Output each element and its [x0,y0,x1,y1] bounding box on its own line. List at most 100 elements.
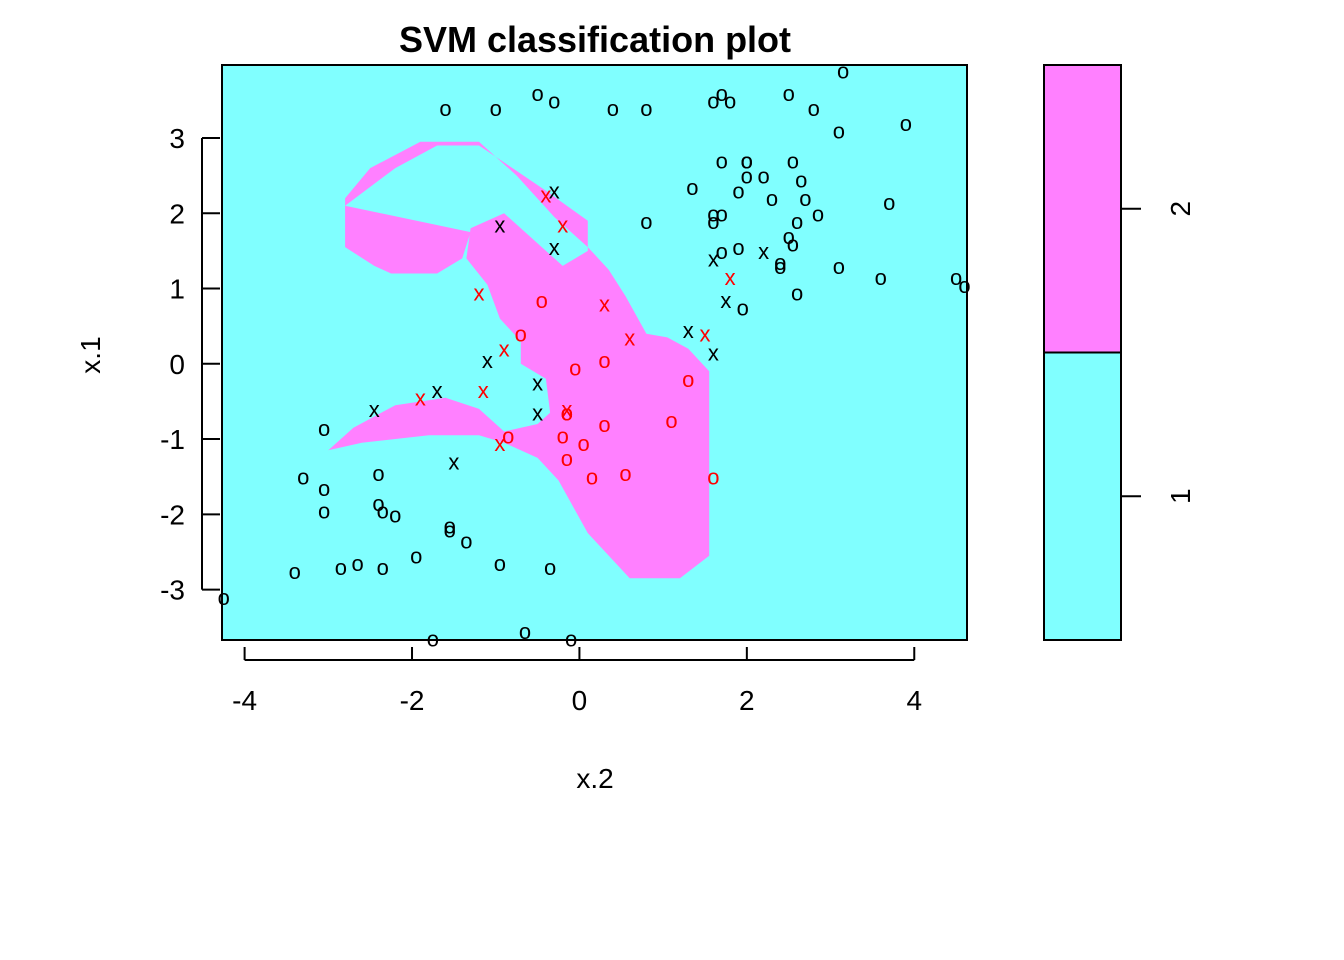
support-vector-class-2: x [474,280,485,305]
data-point-class-1: o [372,461,384,486]
support-vector-class-2: x [624,325,635,350]
legend-frame [1043,64,1122,641]
data-point-class-2: o [536,288,548,313]
support-vector-class-1: x [683,318,694,343]
data-point-class-1: o [686,175,698,200]
data-point-class-1: o [297,465,309,490]
plot-frame [221,64,968,641]
y-tick-label: -2 [160,499,185,530]
data-point-class-1: o [716,239,728,264]
support-vector-class-2: x [415,386,426,411]
x-axis-label: x.2 [576,763,613,794]
data-point-class-1: o [812,201,824,226]
legend-swatch-class-2 [1044,65,1121,353]
y-axis: -3 -2 -1 0 1 2 3 [160,123,220,606]
data-point-class-1: o [766,186,778,211]
legend-class-label: 2 [1165,201,1196,217]
data-point-class-1: o [548,88,560,113]
support-vector-class-2: x [557,213,568,238]
x-axis: -4 -2 0 2 4 [232,647,922,716]
data-point-class-2: o [598,412,610,437]
data-point-class-1: o [707,88,719,113]
x-tick-label: -4 [232,685,257,716]
data-point-class-1: o [737,295,749,320]
data-point-class-1: o [791,280,803,305]
y-axis-label: x.1 [75,336,106,373]
data-point-class-1: o [707,209,719,234]
data-point-class-1: o [410,544,422,569]
y-tick-label: 1 [169,274,185,305]
data-point-class-1: o [218,585,230,610]
support-vector-class-2: x [599,292,610,317]
support-vector-class-2: x [700,322,711,347]
data-point-class-1: o [289,559,301,584]
data-point-class-1: o [741,164,753,189]
support-vector-class-2: x [494,431,505,456]
data-point-class-1: o [791,209,803,234]
data-point-class-1: o [958,273,970,298]
data-point-class-1: o [741,149,753,174]
data-point-class-1: o [444,517,456,542]
data-point-class-1: o [732,235,744,260]
data-point-class-1: o [741,149,753,174]
data-point-class-1: o [531,81,543,106]
x-tick-label: 4 [906,685,922,716]
legend-class-label: 1 [1165,488,1196,504]
data-point-class-2: o [682,367,694,392]
support-vector-class-1: x [549,235,560,260]
data-point-class-1: o [318,476,330,501]
data-point-class-2: o [569,356,581,381]
data-point-class-1: o [799,186,811,211]
support-vector-class-2: x [499,337,510,362]
data-point-class-2: o [598,348,610,373]
data-point-class-1: o [707,201,719,226]
data-point-class-1: o [724,88,736,113]
support-vector-class-1: x [758,239,769,264]
data-point-class-1: o [883,190,895,215]
data-point-class-1: o [460,529,472,554]
data-point-class-1: o [351,551,363,576]
support-vector-class-1: x [532,401,543,426]
data-point-class-1: o [837,58,849,83]
x-tick-label: -2 [400,685,425,716]
support-vector-class-1: x [494,213,505,238]
data-point-class-1: o [377,499,389,524]
support-vector-class-1: x [532,371,543,396]
data-point-class-1: o [640,209,652,234]
data-point-class-1: o [795,167,807,192]
class-legend: 12 [1043,64,1196,641]
data-point-class-1: o [716,81,728,106]
data-point-class-2: o [665,408,677,433]
data-point-class-2: o [707,465,719,490]
data-point-class-1: o [490,96,502,121]
data-point-class-1: o [377,555,389,580]
y-tick-label: 0 [169,349,185,380]
data-point-class-1: o [444,514,456,539]
support-vector-class-2: x [725,265,736,290]
data-point-class-1: o [318,499,330,524]
support-vector-class-1: x [549,179,560,204]
support-vector-class-1: x [369,397,380,422]
support-vector-class-1: x [448,450,459,475]
data-point-class-2: o [557,423,569,448]
decision-region-layer [328,141,710,579]
data-point-class-1: o [335,555,347,580]
x-tick-label: 2 [739,685,755,716]
data-point-class-1: o [833,254,845,279]
data-point-class-1: o [716,201,728,226]
data-point-class-2: o [577,431,589,456]
support-vector-class-2: x [561,397,572,422]
data-point-class-2: o [561,401,573,426]
y-tick-label: -3 [160,575,185,606]
x-tick-label: 0 [572,685,588,716]
support-vector-class-1: x [708,341,719,366]
data-point-class-1: o [774,254,786,279]
data-point-class-2: o [561,401,573,426]
data-point-class-1: o [607,96,619,121]
data-point-class-1: o [774,250,786,275]
data-point-class-2: o [515,322,527,347]
support-vector-class-1: x [482,348,493,373]
data-point-class-1: o [808,96,820,121]
